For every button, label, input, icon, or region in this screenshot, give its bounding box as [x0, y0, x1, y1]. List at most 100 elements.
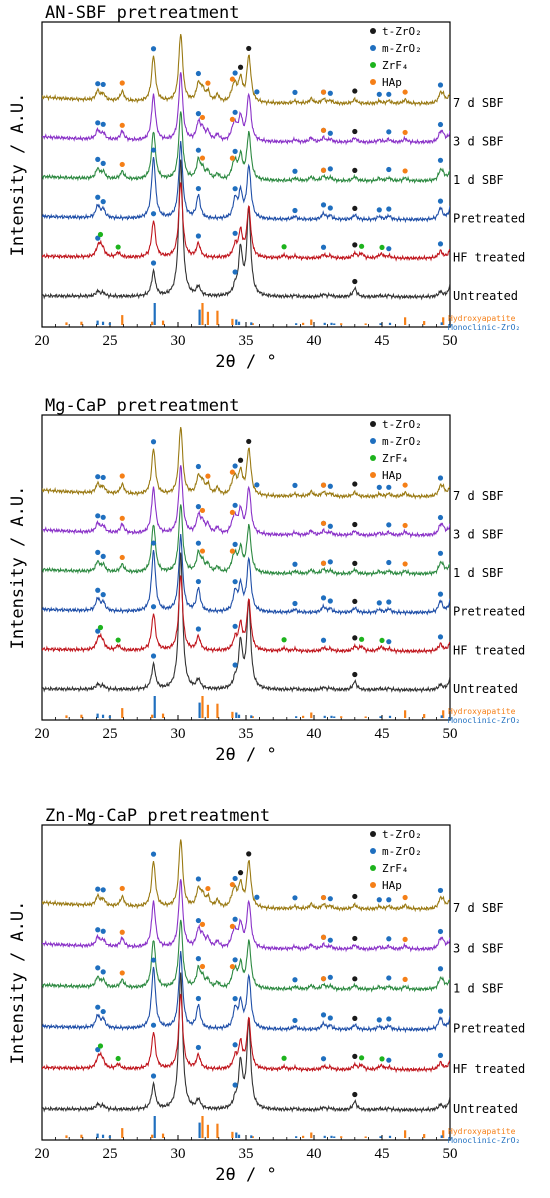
phase-marker	[281, 244, 287, 250]
y-axis-label: Intensity / A.U.	[8, 901, 28, 1065]
phase-marker	[119, 970, 125, 976]
x-tick-label: 40	[307, 333, 322, 349]
phase-marker	[402, 894, 408, 901]
phase-marker	[95, 120, 101, 126]
phase-marker	[229, 76, 235, 82]
phase-marker	[232, 662, 238, 668]
phase-marker	[232, 109, 238, 115]
phase-marker	[150, 46, 157, 52]
phase-marker	[195, 185, 201, 192]
phase-marker	[95, 474, 101, 480]
phase-marker	[376, 484, 382, 490]
phase-marker	[379, 244, 385, 251]
trace-label: Pretreated	[453, 212, 525, 226]
phase-marker	[100, 474, 106, 481]
phase-marker	[327, 205, 333, 211]
phase-marker	[437, 887, 444, 894]
legend-marker	[370, 28, 376, 34]
phase-marker	[199, 921, 206, 927]
phase-marker	[119, 161, 125, 168]
phase-marker	[437, 198, 444, 204]
legend-entry: ZrF₄	[382, 862, 409, 875]
x-tick-label: 20	[35, 726, 50, 742]
legend-entry: HAp	[382, 76, 402, 89]
phase-marker	[386, 91, 392, 97]
phase-marker	[100, 887, 106, 893]
phase-marker	[320, 520, 327, 526]
phase-marker	[327, 559, 333, 565]
x-tick-label: 50	[443, 726, 458, 742]
legend-entry: t-ZrO₂	[382, 828, 422, 841]
trace-1-d-sbf	[42, 919, 450, 993]
phase-marker	[292, 207, 298, 214]
phase-marker	[195, 578, 201, 585]
phase-marker	[352, 976, 358, 982]
phase-marker	[237, 64, 244, 70]
phase-marker	[100, 553, 106, 559]
phase-marker	[100, 969, 106, 975]
phase-marker	[320, 894, 327, 901]
trace-1-d-sbf	[42, 111, 450, 185]
panel-title: AN-SBF pretreatment	[45, 3, 239, 23]
phase-marker	[246, 438, 252, 445]
phase-marker	[320, 202, 327, 208]
x-tick-label: 40	[307, 1146, 322, 1162]
trace-label: 1 d SBF	[453, 173, 504, 187]
phase-marker	[376, 600, 382, 606]
phase-marker	[352, 560, 358, 566]
phase-marker	[320, 976, 327, 982]
x-tick-label: 35	[239, 1146, 254, 1162]
phase-marker	[100, 81, 106, 88]
x-tick-label: 20	[35, 333, 50, 349]
phase-marker	[232, 957, 238, 963]
phase-marker	[95, 156, 101, 162]
legend-marker	[370, 882, 376, 888]
x-tick-label: 35	[239, 333, 254, 349]
phase-marker	[195, 70, 201, 77]
phase-marker	[115, 637, 121, 643]
phase-marker	[352, 893, 358, 900]
trace-untreated	[42, 159, 450, 301]
phase-marker	[386, 246, 392, 252]
phase-marker	[150, 604, 157, 610]
ref-label-hap: Hydroxyapatite	[448, 1127, 516, 1136]
x-tick-label: 25	[103, 726, 118, 742]
phase-marker	[100, 199, 106, 205]
phase-marker	[119, 122, 125, 128]
trace-hf-treated	[42, 182, 450, 262]
trace-label: 7 d SBF	[453, 489, 504, 503]
legend-marker	[370, 848, 376, 854]
phase-marker	[320, 167, 327, 173]
ref-label-mono: Monoclinic-ZrO₂	[448, 1136, 520, 1145]
xrd-panel-1: AN-SBF pretreatment 20 25 30 35 40 45 50 2θ / ° I…	[8, 3, 525, 372]
phase-marker	[386, 559, 392, 566]
phase-marker	[232, 148, 238, 154]
phase-marker	[292, 977, 298, 983]
phase-marker	[437, 966, 444, 972]
phase-marker	[437, 1008, 444, 1014]
phase-marker	[386, 599, 392, 605]
phase-marker	[352, 128, 358, 135]
phase-marker	[119, 554, 125, 561]
phase-marker	[229, 509, 235, 516]
phase-marker	[359, 1055, 365, 1061]
legend-marker	[370, 831, 376, 837]
phase-marker	[386, 484, 392, 490]
phase-marker	[232, 623, 238, 629]
legend-entry: HAp	[382, 879, 402, 892]
trace-pretreated	[42, 534, 450, 617]
phase-marker	[254, 89, 260, 95]
phase-marker	[95, 235, 101, 241]
phase-marker	[205, 885, 211, 892]
phase-marker	[229, 881, 235, 888]
phase-marker	[437, 475, 444, 481]
phase-marker	[352, 1015, 358, 1021]
phase-marker	[352, 88, 358, 94]
trace-label: Untreated	[453, 1102, 518, 1116]
x-tick-label: 50	[443, 1146, 458, 1162]
phase-marker	[100, 928, 106, 934]
phase-marker	[402, 936, 408, 942]
phase-marker	[95, 194, 101, 200]
phase-marker	[386, 1016, 392, 1022]
phase-marker	[97, 1043, 104, 1049]
